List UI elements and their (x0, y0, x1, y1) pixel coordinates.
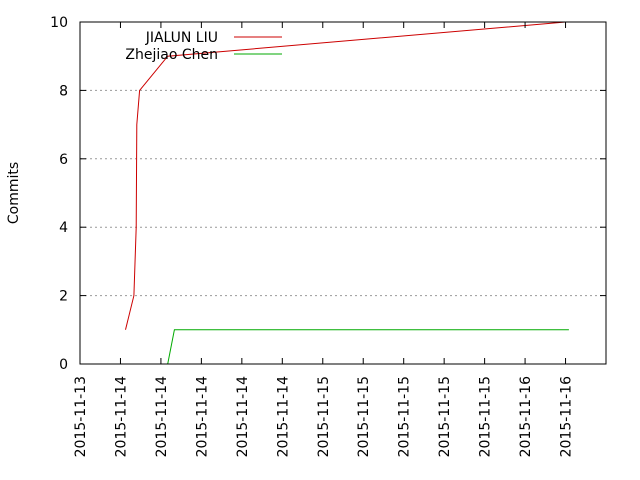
x-tick-label: 2015-11-14 (235, 376, 251, 457)
x-tick-label: 2015-11-14 (275, 376, 291, 457)
y-tick-label: 10 (50, 15, 68, 31)
x-tick-label: 2015-11-14 (154, 376, 170, 457)
x-tick-label: 2015-11-14 (113, 376, 129, 457)
x-tick-label: 2015-11-15 (478, 376, 494, 457)
plot-frame (79, 21, 607, 365)
y-tick-label: 8 (59, 83, 68, 99)
x-tick-label: 2015-11-15 (356, 376, 372, 457)
y-tick-label: 0 (59, 357, 68, 373)
legend-label: JIALUN LIU (145, 30, 218, 46)
x-tick-label: 2015-11-16 (518, 376, 534, 457)
x-tick-label: 2015-11-15 (437, 376, 453, 457)
y-axis-label: Commits (6, 162, 22, 224)
series-lines (125, 21, 569, 365)
x-tick-label: 2015-11-13 (73, 376, 89, 457)
legend-label: Zhejiao Chen (125, 47, 218, 63)
x-tick-label: 2015-11-15 (316, 376, 332, 457)
series-line-1 (167, 329, 569, 365)
x-tick-label: 2015-11-14 (194, 376, 210, 457)
series-line-0 (125, 21, 566, 330)
axis-ticks: 0 2 4 6 8 10 2015-11-13 2015-11-14 2015-11-14 201… (50, 15, 606, 457)
x-tick-label: 2015-11-15 (397, 376, 413, 457)
y-tick-label: 2 (59, 289, 68, 305)
y-tick-label: 6 (59, 152, 68, 168)
grid-lines (80, 89, 606, 297)
x-tick-label: 2015-11-16 (559, 376, 575, 457)
y-tick-label: 4 (59, 220, 68, 236)
